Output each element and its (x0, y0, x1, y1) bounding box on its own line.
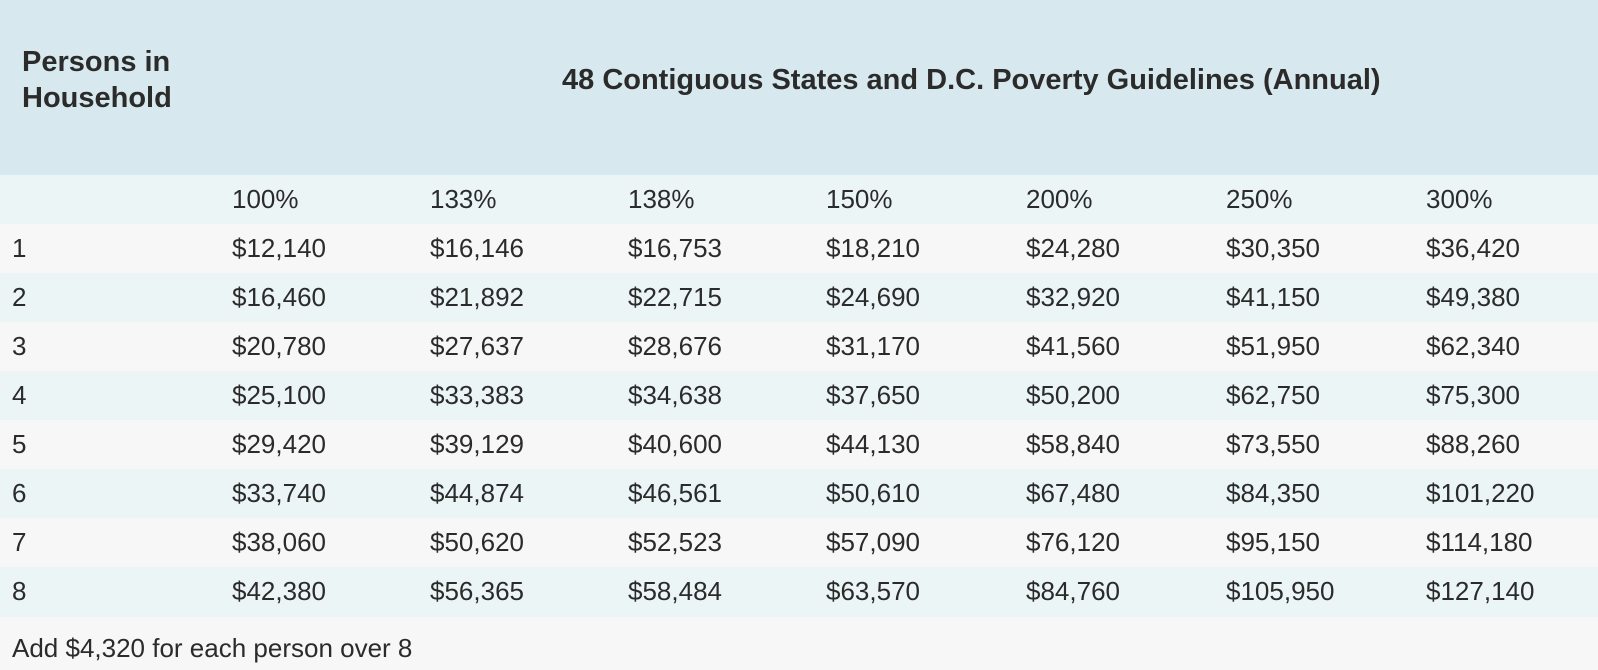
persons-cell: 7 (12, 527, 27, 557)
persons-in-household-heading: Persons in Household (22, 46, 172, 114)
value-cell: $16,753 (628, 233, 722, 263)
value-cell: $58,840 (1026, 429, 1120, 459)
value-cell: $27,637 (430, 331, 524, 361)
column-header-row: 100% 133% 138% 150% 200% 250% 300% (0, 175, 1598, 224)
value-cell: $30,350 (1226, 233, 1320, 263)
value-cell: $101,220 (1426, 478, 1535, 508)
value-cell: $24,690 (826, 282, 920, 312)
value-cell: $44,874 (430, 478, 524, 508)
value-cell: $84,760 (1026, 576, 1120, 606)
value-cell: $22,715 (628, 282, 722, 312)
value-cell: $33,383 (430, 380, 524, 410)
value-cell: $44,130 (826, 429, 920, 459)
value-cell: $56,365 (430, 576, 524, 606)
table-row: 2 $16,460 $21,892 $22,715 $24,690 $32,92… (0, 273, 1598, 322)
value-cell: $84,350 (1226, 478, 1320, 508)
value-cell: $25,100 (232, 380, 326, 410)
table-header: Persons in Household 48 Contiguous State… (0, 0, 1598, 175)
value-cell: $88,260 (1426, 429, 1520, 459)
value-cell: $16,460 (232, 282, 326, 312)
footnote: Add $4,320 for each person over 8 (12, 633, 413, 663)
value-cell: $50,620 (430, 527, 524, 557)
value-cell: $12,140 (232, 233, 326, 263)
table-row: 4 $25,100 $33,383 $34,638 $37,650 $50,20… (0, 371, 1598, 420)
value-cell: $127,140 (1426, 576, 1535, 606)
table-row: 5 $29,420 $39,129 $40,600 $44,130 $58,84… (0, 420, 1598, 469)
value-cell: $58,484 (628, 576, 722, 606)
value-cell: $29,420 (232, 429, 326, 459)
table-row: 3 $20,780 $27,637 $28,676 $31,170 $41,56… (0, 322, 1598, 371)
table-row: 8 $42,380 $56,365 $58,484 $63,570 $84,76… (0, 567, 1598, 617)
value-cell: $46,561 (628, 478, 722, 508)
table-footnote-row: Add $4,320 for each person over 8 (0, 626, 1598, 670)
persons-cell: 2 (12, 282, 27, 312)
value-cell: $105,950 (1226, 576, 1335, 606)
column-header: 300% (1426, 184, 1493, 214)
value-cell: $114,180 (1426, 527, 1533, 557)
value-cell: $33,740 (232, 478, 326, 508)
persons-cell: 5 (12, 429, 27, 459)
table-row: 6 $33,740 $44,874 $46,561 $50,610 $67,48… (0, 469, 1598, 518)
persons-cell: 8 (12, 576, 27, 606)
value-cell: $39,129 (430, 429, 524, 459)
value-cell: $42,380 (232, 576, 326, 606)
value-cell: $50,610 (826, 478, 920, 508)
value-cell: $52,523 (628, 527, 722, 557)
column-header: 138% (628, 184, 695, 214)
value-cell: $75,300 (1426, 380, 1520, 410)
value-cell: $50,200 (1026, 380, 1120, 410)
value-cell: $62,750 (1226, 380, 1320, 410)
persons-cell: 3 (12, 331, 27, 361)
persons-cell: 4 (12, 380, 27, 410)
value-cell: $51,950 (1226, 331, 1320, 361)
value-cell: $76,120 (1026, 527, 1120, 557)
value-cell: $34,638 (628, 380, 722, 410)
column-header: 100% (232, 184, 299, 214)
value-cell: $41,150 (1226, 282, 1320, 312)
value-cell: $49,380 (1426, 282, 1520, 312)
value-cell: $16,146 (430, 233, 524, 263)
value-cell: $36,420 (1426, 233, 1520, 263)
value-cell: $62,340 (1426, 331, 1520, 361)
value-cell: $95,150 (1226, 527, 1320, 557)
value-cell: $73,550 (1226, 429, 1320, 459)
persons-cell: 6 (12, 478, 27, 508)
value-cell: $63,570 (826, 576, 920, 606)
value-cell: $31,170 (826, 331, 920, 361)
value-cell: $20,780 (232, 331, 326, 361)
persons-cell: 1 (12, 233, 27, 263)
value-cell: $57,090 (826, 527, 920, 557)
value-cell: $18,210 (826, 233, 920, 263)
column-header: 133% (430, 184, 497, 214)
value-cell: $24,280 (1026, 233, 1120, 263)
value-cell: $38,060 (232, 527, 326, 557)
table-row: 1 $12,140 $16,146 $16,753 $18,210 $24,28… (0, 224, 1598, 273)
value-cell: $37,650 (826, 380, 920, 410)
value-cell: $28,676 (628, 331, 722, 361)
column-header: 150% (826, 184, 893, 214)
value-cell: $40,600 (628, 429, 722, 459)
column-header: 250% (1226, 184, 1293, 214)
value-cell: $32,920 (1026, 282, 1120, 312)
column-header: 200% (1026, 184, 1093, 214)
table-row: 7 $38,060 $50,620 $52,523 $57,090 $76,12… (0, 518, 1598, 567)
table-title: 48 Contiguous States and D.C. Poverty Gu… (562, 64, 1381, 96)
value-cell: $41,560 (1026, 331, 1120, 361)
value-cell: $21,892 (430, 282, 524, 312)
value-cell: $67,480 (1026, 478, 1120, 508)
